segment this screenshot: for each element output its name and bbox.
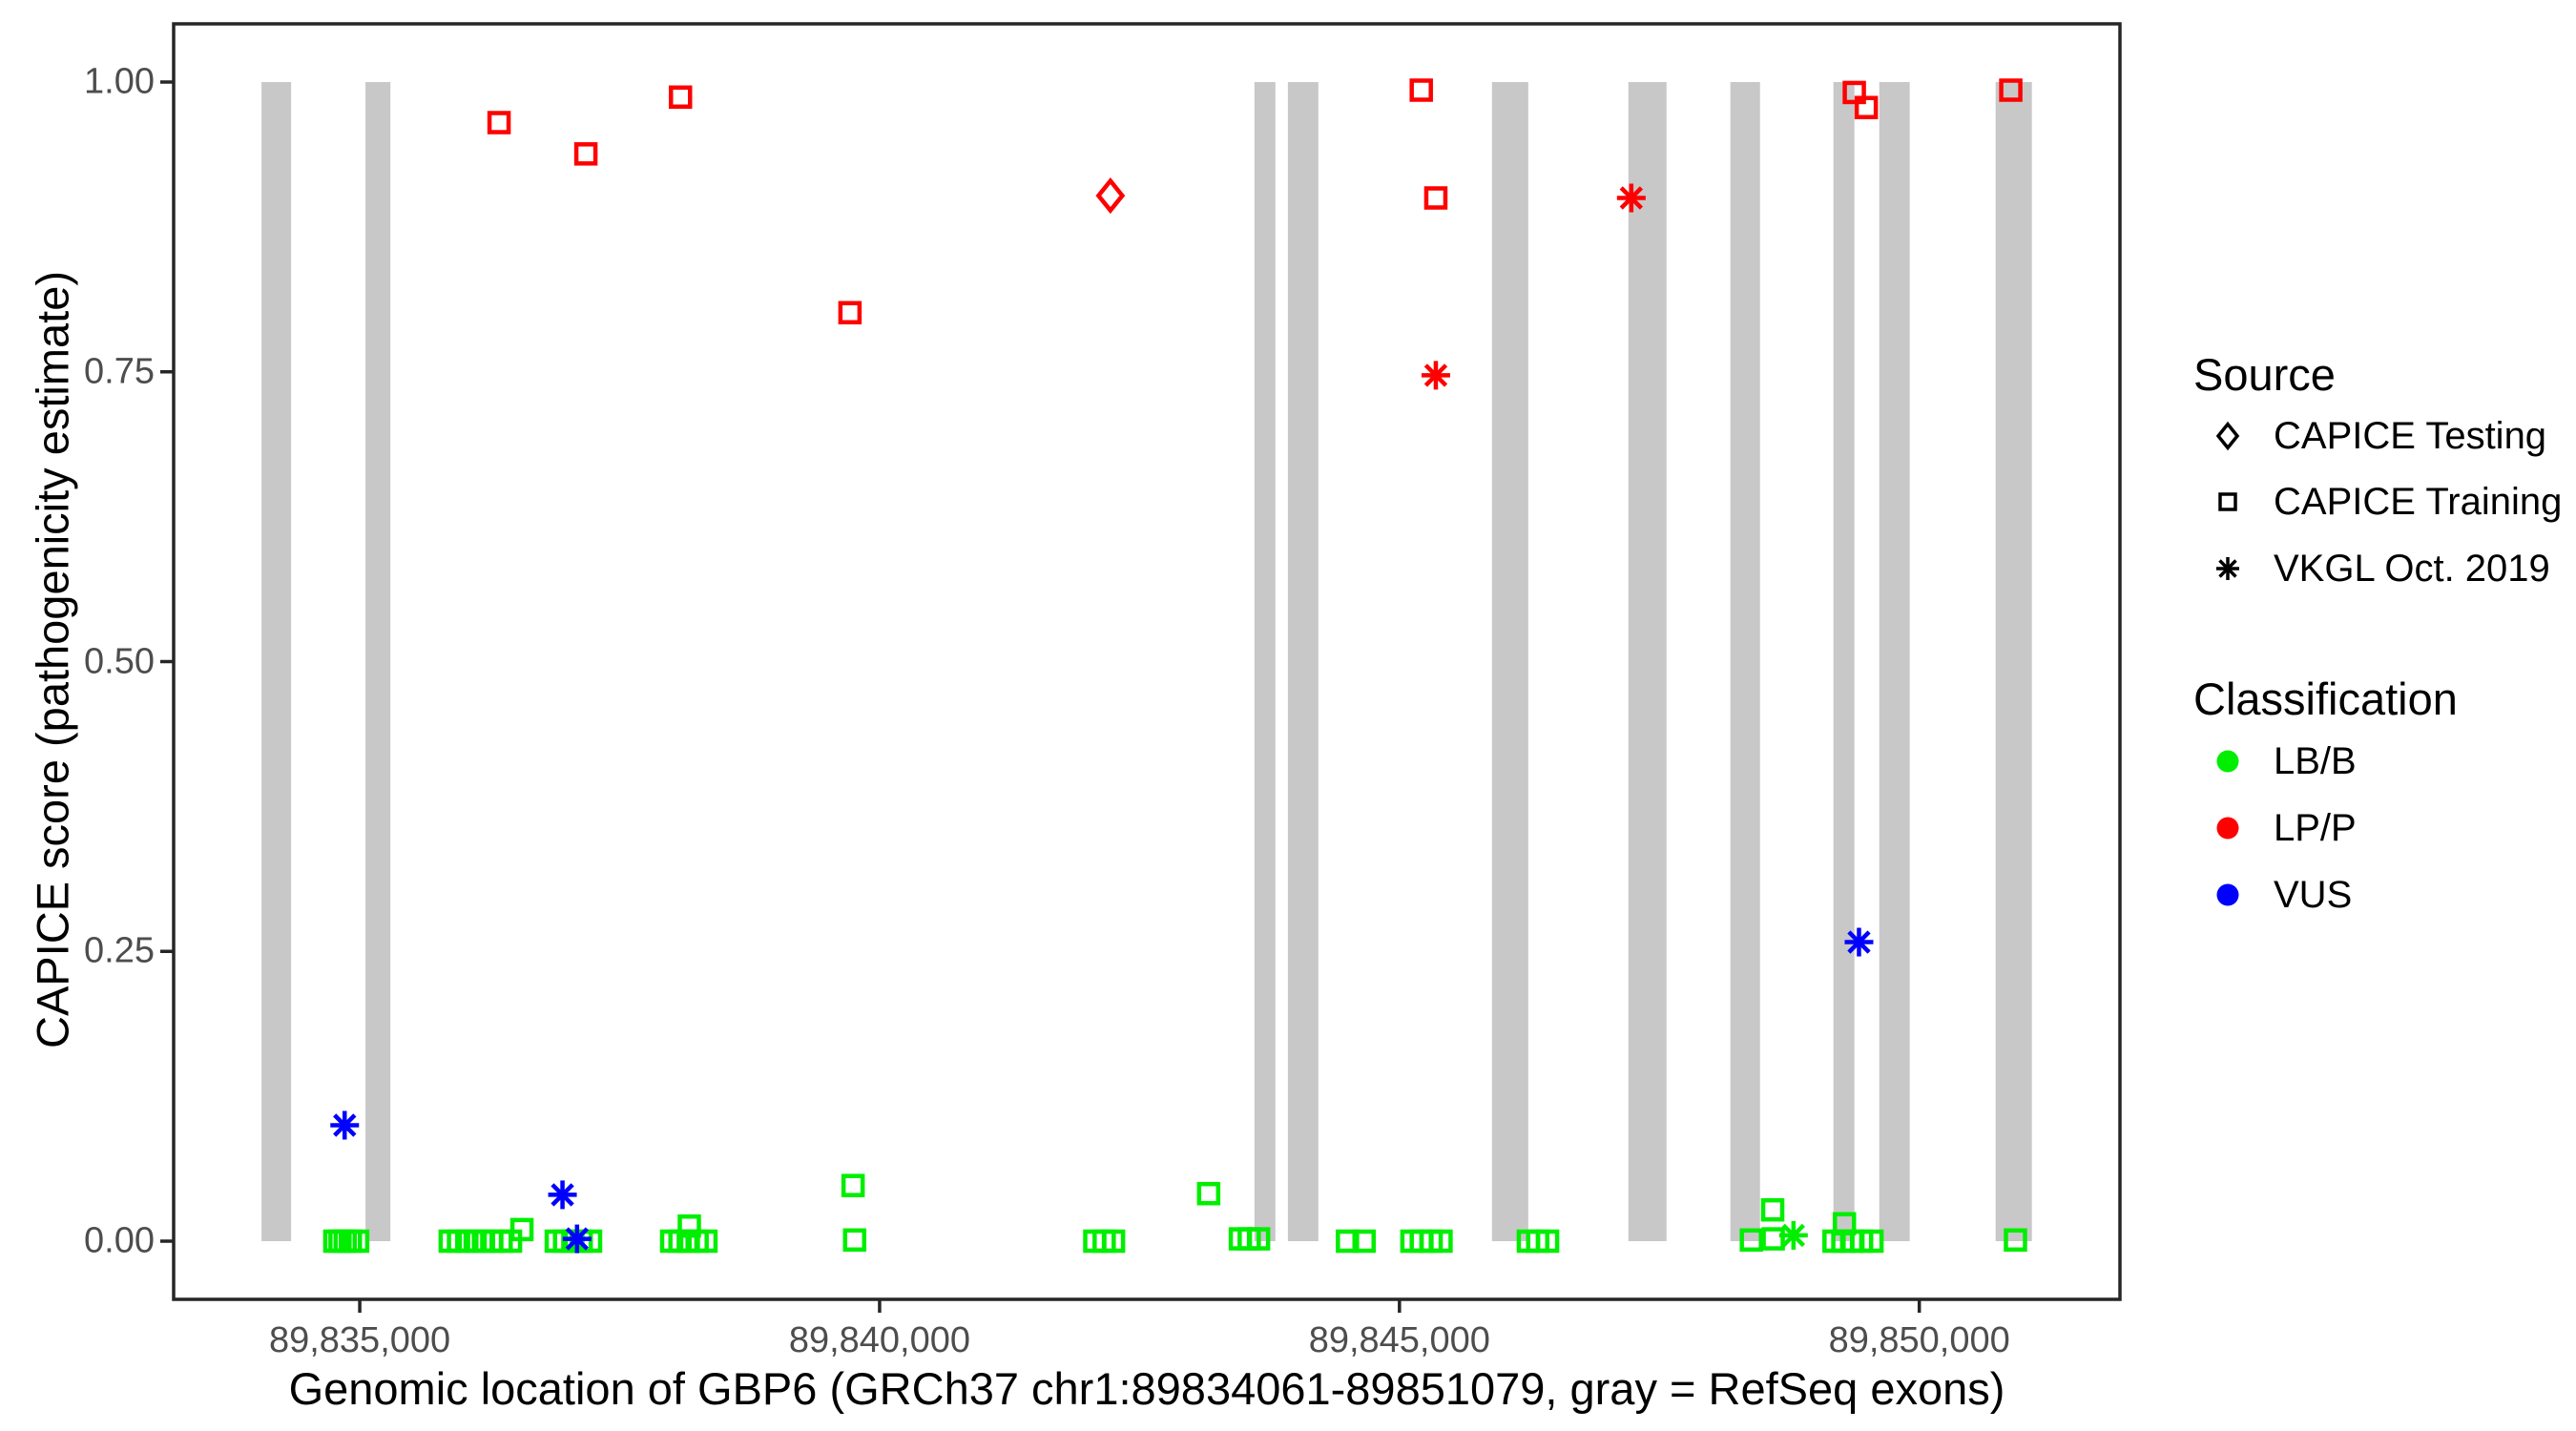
data-point xyxy=(1619,186,1644,210)
legend-item-label: LB/B xyxy=(2274,739,2357,782)
data-point xyxy=(842,1228,867,1253)
legend-item-label: CAPICE Testing xyxy=(2274,414,2547,457)
data-point xyxy=(1196,1181,1221,1206)
y-axis-tick-label: 1.00 xyxy=(84,61,155,102)
data-point xyxy=(1760,1197,1785,1222)
refseq-exon-bar xyxy=(365,81,391,1242)
circle-legend-key-icon xyxy=(2216,750,2239,773)
asterisk-legend-glyph xyxy=(2218,559,2237,578)
data-point xyxy=(1535,1229,1560,1254)
data-point xyxy=(1781,1223,1806,1248)
data-point xyxy=(669,85,693,110)
data-point xyxy=(1761,1227,1785,1251)
square-legend-key-icon xyxy=(2218,492,2237,511)
data-point xyxy=(1842,80,1866,105)
data-point xyxy=(1423,186,1448,210)
legend-item-vkgl-oct-2019: VKGL Oct. 2019 xyxy=(2205,546,2550,591)
data-point xyxy=(345,1229,370,1254)
data-point xyxy=(565,1227,590,1251)
square-legend-glyph xyxy=(2218,492,2237,511)
data-point xyxy=(1352,1229,1377,1254)
data-point xyxy=(573,142,598,166)
data-point xyxy=(1854,95,1879,119)
legend-source-title: Source xyxy=(2193,349,2336,400)
x-axis-tick-label: 89,845,000 xyxy=(1308,1320,1490,1360)
data-point xyxy=(1423,363,1448,387)
circle-legend-glyph xyxy=(2216,750,2239,773)
data-point xyxy=(677,1213,701,1238)
diamond-legend-glyph xyxy=(2215,421,2240,451)
y-axis-tick-label: 0.00 xyxy=(84,1220,155,1261)
refseq-exon-bar xyxy=(1833,81,1855,1242)
data-point xyxy=(1859,1229,1884,1254)
y-axis-tick-label: 0.75 xyxy=(84,351,155,392)
refseq-exon-bar xyxy=(1995,81,2032,1242)
data-point xyxy=(694,1229,718,1254)
circle-legend-glyph xyxy=(2216,817,2239,840)
data-point xyxy=(551,1183,574,1207)
data-point xyxy=(1101,1229,1126,1254)
legend-item-lp-p: LP/P xyxy=(2205,805,2357,851)
y-axis-tick-label: 0.50 xyxy=(84,641,155,681)
x-axis-tick-label: 89,850,000 xyxy=(1828,1320,2010,1360)
refseq-exon-bar xyxy=(1491,81,1528,1242)
data-point xyxy=(1999,78,2023,102)
data-point xyxy=(1739,1228,1763,1253)
data-point xyxy=(333,1113,357,1137)
data-point xyxy=(1409,78,1433,102)
legend-item-label: CAPICE Training xyxy=(2274,480,2563,523)
data-point xyxy=(1095,176,1126,215)
refseq-exon-bar xyxy=(1730,81,1760,1242)
legend-item-label: VUS xyxy=(2274,873,2353,916)
data-point xyxy=(1246,1227,1271,1251)
legend-item-lb-b: LB/B xyxy=(2205,738,2357,784)
legend-item-label: VKGL Oct. 2019 xyxy=(2274,547,2550,590)
refseq-exon-bar xyxy=(261,81,292,1242)
legend-classification-title: Classification xyxy=(2193,674,2458,724)
x-axis-tick-label: 89,840,000 xyxy=(788,1320,971,1360)
legend-item-vus: VUS xyxy=(2205,872,2352,918)
data-point xyxy=(487,111,511,135)
diamond-legend-key-icon xyxy=(2215,421,2240,451)
legend-item-capice-testing: CAPICE Testing xyxy=(2205,413,2546,459)
circle-legend-key-icon xyxy=(2216,817,2239,840)
asterisk-legend-key-icon xyxy=(2216,557,2239,580)
legend-item-label: LP/P xyxy=(2274,806,2357,849)
data-point xyxy=(1847,930,1871,954)
data-point xyxy=(838,301,862,325)
refseq-exon-bar xyxy=(1287,81,1319,1242)
data-point xyxy=(1429,1229,1453,1254)
legend-item-capice-training: CAPICE Training xyxy=(2205,479,2562,525)
y-axis-tick-label: 0.25 xyxy=(84,930,155,971)
refseq-exon-bar xyxy=(1879,81,1910,1242)
refseq-exon-bar xyxy=(1254,81,1276,1242)
refseq-exon-bar xyxy=(1628,81,1667,1242)
plot-panel-border xyxy=(172,22,2122,1301)
x-axis-tick-label: 89,835,000 xyxy=(268,1320,451,1360)
data-point xyxy=(841,1173,865,1197)
circle-legend-key-icon xyxy=(2216,883,2239,906)
circle-legend-glyph xyxy=(2216,883,2239,906)
data-point xyxy=(1336,1229,1360,1254)
data-point xyxy=(2004,1228,2027,1253)
x-axis-title: Genomic location of GBP6 (GRCh37 chr1:89… xyxy=(288,1363,2005,1414)
data-point xyxy=(509,1217,534,1242)
